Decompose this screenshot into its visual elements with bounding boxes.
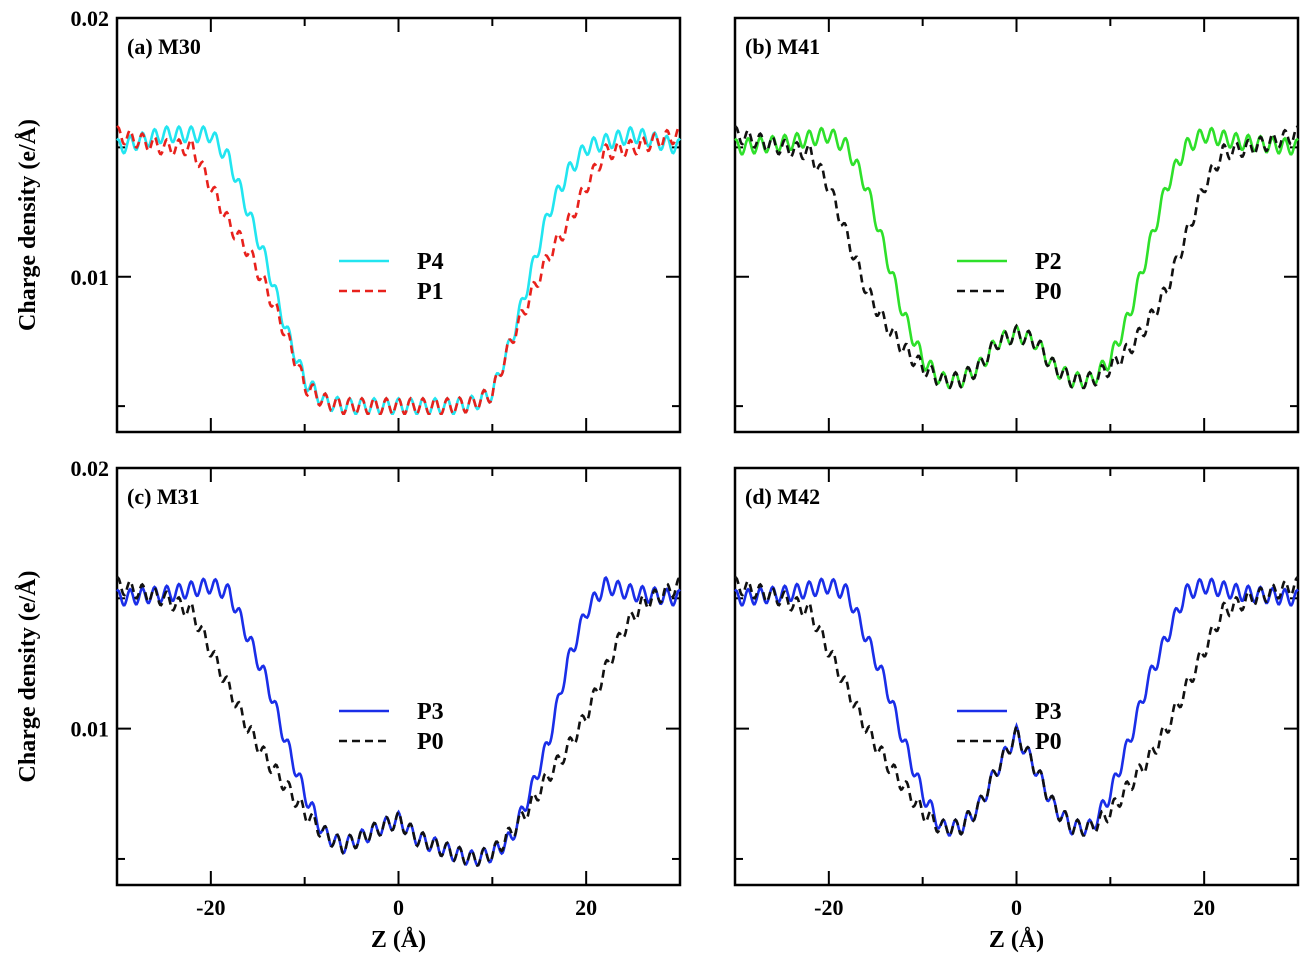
series-line-p0: [734, 125, 1299, 390]
plot-frame: [733, 16, 1300, 434]
legend-label: P0: [417, 729, 444, 755]
x-tick-label: 0: [1011, 895, 1022, 920]
panel-2: (b) M41 P2 P0: [733, 16, 1300, 434]
legend-label: P2: [1035, 249, 1062, 275]
panel-label: (a) M30: [127, 34, 201, 59]
legend-label: P0: [1035, 729, 1062, 755]
y-axis-title: Charge density (e/Å): [15, 119, 41, 331]
panel-label: (b) M41: [745, 34, 820, 59]
plot-frame: [115, 466, 682, 887]
series-line-p1: [116, 125, 681, 415]
y-axis-title: Charge density (e/Å): [15, 571, 41, 783]
legend-label: P0: [1035, 279, 1062, 305]
panel-1: 0.02 0.01 Charge density (e/Å) (a) M30 P4 P1: [15, 6, 682, 434]
x-tick-label: 20: [1193, 895, 1215, 920]
y-tick-label: 0.01: [71, 717, 110, 742]
plot-frame: [115, 16, 682, 434]
series-line-p4: [115, 124, 682, 415]
legend-label: P4: [417, 249, 444, 275]
x-tick-label: 20: [575, 895, 597, 920]
legend-label: P3: [417, 699, 444, 725]
series-line-p0: [116, 575, 681, 868]
panel-label: (c) M31: [127, 484, 200, 509]
x-tick-label: -20: [814, 895, 843, 920]
y-tick-label: 0.01: [71, 265, 110, 290]
y-tick-label: 0.02: [71, 6, 110, 31]
y-tick-label: 0.02: [71, 456, 110, 481]
series-line-p0: [734, 575, 1299, 837]
x-axis-title: Z (Å): [371, 927, 426, 953]
x-axis-title: Z (Å): [989, 927, 1044, 953]
x-tick-label: -20: [196, 895, 225, 920]
plot-frame: [733, 466, 1300, 887]
series-line-p3: [116, 575, 681, 868]
series-line-p3: [734, 577, 1299, 837]
panel-4: -20 0 20 Z (Å) (d) M42 P3 P0: [733, 466, 1300, 953]
legend-label: P1: [417, 279, 444, 305]
panel-label: (d) M42: [745, 484, 820, 509]
legend-label: P3: [1035, 699, 1062, 725]
x-tick-label: 0: [393, 895, 404, 920]
panel-3: 0.02 0.01 -20 0 20 Charge density (e/Å) Z (Å) (…: [15, 456, 682, 953]
